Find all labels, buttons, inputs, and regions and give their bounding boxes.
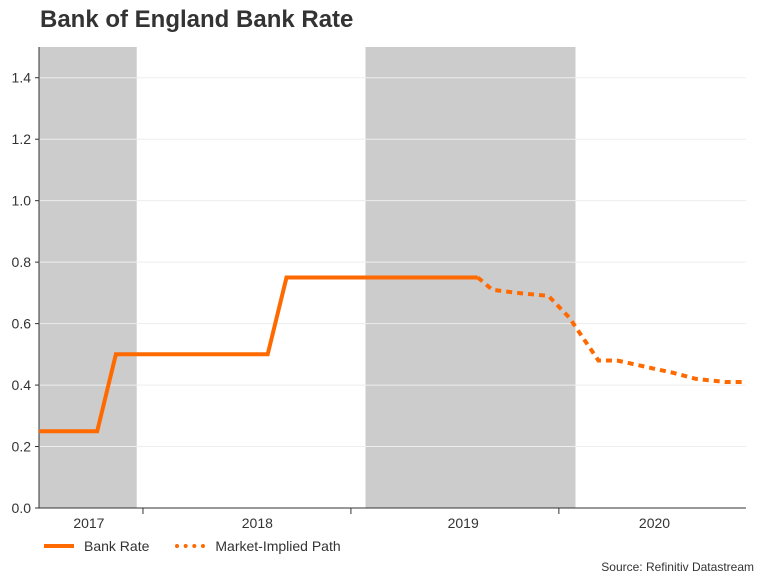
legend: Bank Rate Market-Implied Path xyxy=(44,538,367,554)
series-line-bank-rate xyxy=(39,275,478,434)
legend-swatch-market-implied-path xyxy=(175,544,206,548)
y-tick-label-1: 0.2 xyxy=(12,439,32,455)
y-tick-label-0: 0.0 xyxy=(12,500,32,516)
source-note: Source: Refinitiv Datastream xyxy=(601,560,754,574)
y-tick-label-7: 1.4 xyxy=(12,70,32,86)
y-tick-label-2: 0.4 xyxy=(12,377,32,393)
shaded-region-0 xyxy=(39,47,137,508)
legend-label-bank-rate: Bank Rate xyxy=(84,538,150,554)
x-tick-label-2019: 2019 xyxy=(448,515,479,531)
y-tick-label-4: 0.8 xyxy=(12,254,32,270)
series-line-market-implied-path xyxy=(476,275,746,384)
chart-title: Bank of England Bank Rate xyxy=(40,6,354,33)
y-tick-label-5: 1.0 xyxy=(12,193,32,209)
y-tick-label-6: 1.2 xyxy=(12,131,32,147)
x-tick-label-2020: 2020 xyxy=(639,515,670,531)
x-tick-label-2018: 2018 xyxy=(242,515,273,531)
legend-item-market-implied-path: Market-Implied Path xyxy=(175,538,341,554)
legend-label-market-implied-path: Market-Implied Path xyxy=(215,538,341,554)
y-tick-label-3: 0.6 xyxy=(12,316,32,332)
legend-item-bank-rate: Bank Rate xyxy=(44,538,149,554)
legend-swatch-bank-rate xyxy=(44,544,74,548)
x-tick-label-2017: 2017 xyxy=(73,515,104,531)
